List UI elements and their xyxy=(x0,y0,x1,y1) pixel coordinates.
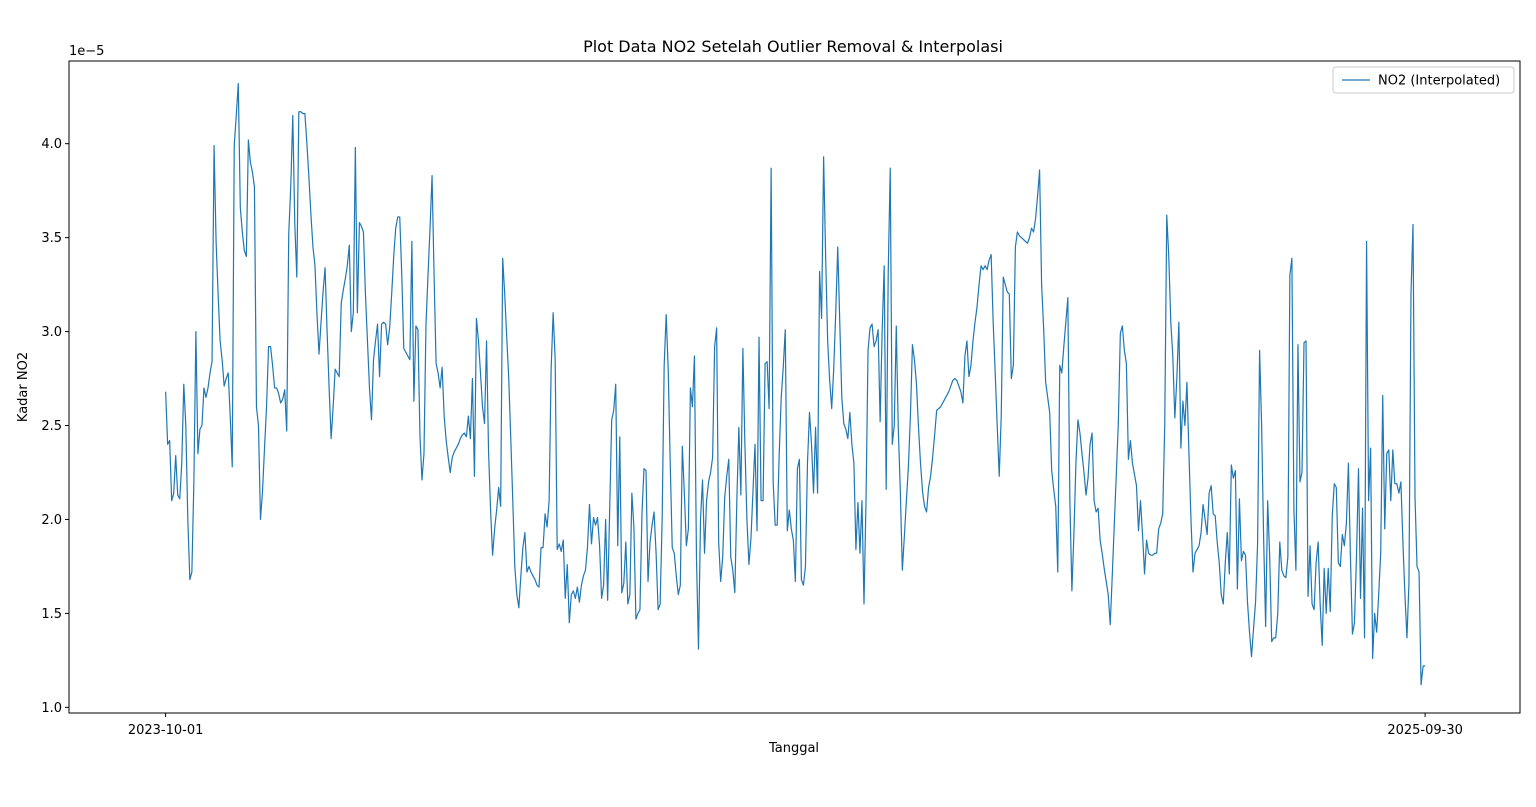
y-tick-label: 1.5 xyxy=(41,607,62,622)
legend: NO2 (Interpolated) xyxy=(1332,66,1515,94)
y-tick-label: 4.0 xyxy=(41,137,62,152)
series-layer xyxy=(165,82,1426,686)
chart-title: Plot Data NO2 Setelah Outlier Removal & … xyxy=(583,37,1003,56)
y-tick-label: 3.0 xyxy=(41,325,62,340)
y-axis: 1.0 1.5 2.0 2.5 3.0 3.5 4.0 xyxy=(41,137,69,716)
x-tick-label: 2023-10-01 xyxy=(128,723,204,738)
y-tick-label: 2.5 xyxy=(41,419,62,434)
y-tick-label: 2.0 xyxy=(41,513,62,528)
y-axis-label: Kadar NO2 xyxy=(16,352,31,422)
series-line-no2 xyxy=(165,82,1426,686)
x-tick-label: 2025-09-30 xyxy=(1387,723,1463,738)
y-tick-label: 1.0 xyxy=(41,701,62,716)
x-axis-label: Tanggal xyxy=(768,741,819,756)
legend-frame xyxy=(1332,66,1515,94)
y-offset-label: 1e−5 xyxy=(69,44,104,59)
x-axis: 2023-10-01 2025-09-30 xyxy=(128,713,1463,738)
y-tick-label: 3.5 xyxy=(41,231,62,246)
plot-frame xyxy=(68,60,1521,714)
legend-label-no2: NO2 (Interpolated) xyxy=(1378,74,1500,89)
